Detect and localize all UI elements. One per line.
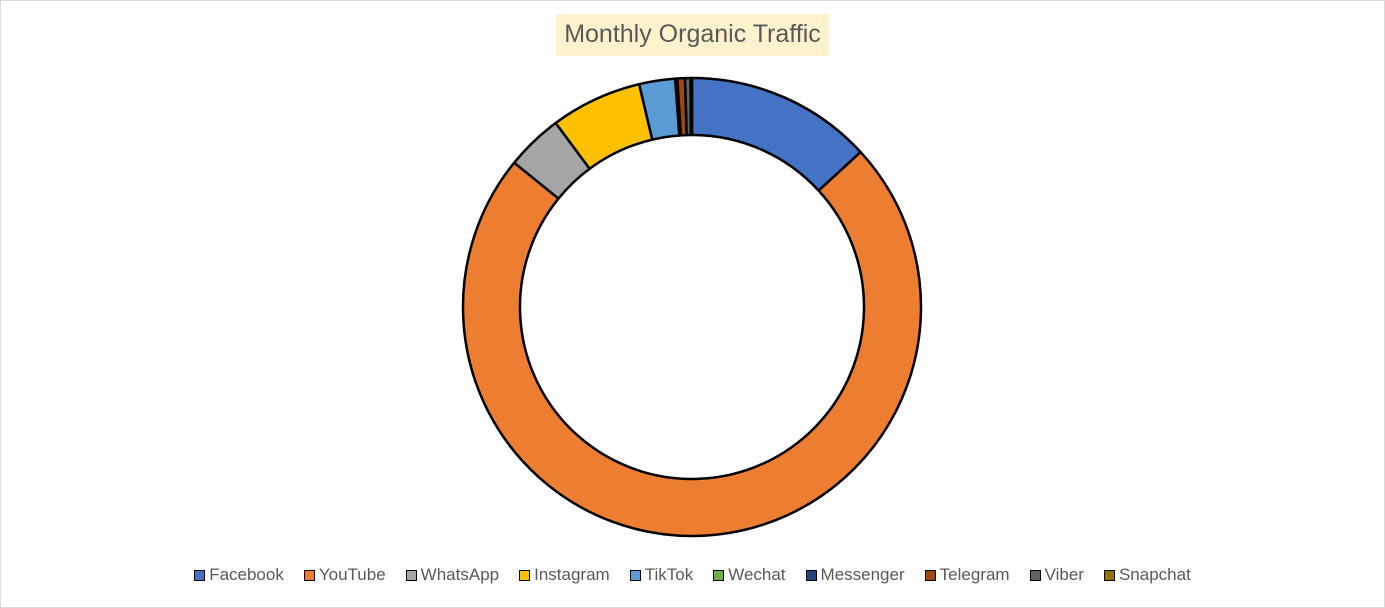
- chart-title[interactable]: Monthly Organic Traffic: [556, 14, 829, 56]
- legend-label: Wechat: [728, 565, 786, 584]
- legend-item-messenger[interactable]: Messenger: [805, 564, 905, 586]
- legend-label: Telegram: [939, 565, 1010, 584]
- legend-swatch: [805, 569, 817, 581]
- legend-swatch: [303, 569, 315, 581]
- title-container: Monthly Organic Traffic: [0, 14, 1385, 56]
- legend-swatch: [194, 569, 206, 581]
- legend-swatch: [629, 569, 641, 581]
- legend-label: WhatsApp: [420, 565, 500, 584]
- legend-item-viber[interactable]: Viber: [1029, 564, 1084, 586]
- legend-swatch: [1029, 569, 1041, 581]
- legend-item-youtube[interactable]: YouTube: [303, 564, 386, 586]
- legend-item-facebook[interactable]: Facebook: [194, 564, 284, 586]
- legend-label: Instagram: [534, 565, 610, 584]
- legend-label: Messenger: [820, 565, 905, 584]
- legend-swatch: [924, 569, 936, 581]
- legend-item-instagram[interactable]: Instagram: [519, 564, 610, 586]
- legend-swatch: [405, 569, 417, 581]
- chart-legend[interactable]: Facebook YouTube WhatsApp Instagram TikTok We…: [0, 564, 1385, 586]
- legend-label: Viber: [1044, 565, 1084, 584]
- legend-label: YouTube: [318, 565, 386, 584]
- legend-label: TikTok: [644, 565, 694, 584]
- legend-item-whatsapp[interactable]: WhatsApp: [405, 564, 500, 586]
- legend-item-snapchat[interactable]: Snapchat: [1103, 564, 1191, 586]
- legend-swatch: [1103, 569, 1115, 581]
- legend-swatch: [519, 569, 531, 581]
- legend-label: Snapchat: [1118, 565, 1191, 584]
- legend-label: Facebook: [209, 565, 284, 584]
- legend-item-wechat[interactable]: Wechat: [713, 564, 786, 586]
- donut-slice-snapchat[interactable]: [689, 76, 694, 137]
- legend-swatch: [713, 569, 725, 581]
- legend-item-tiktok[interactable]: TikTok: [629, 564, 694, 586]
- legend-item-telegram[interactable]: Telegram: [924, 564, 1010, 586]
- donut-slice-youtube[interactable]: [461, 150, 923, 538]
